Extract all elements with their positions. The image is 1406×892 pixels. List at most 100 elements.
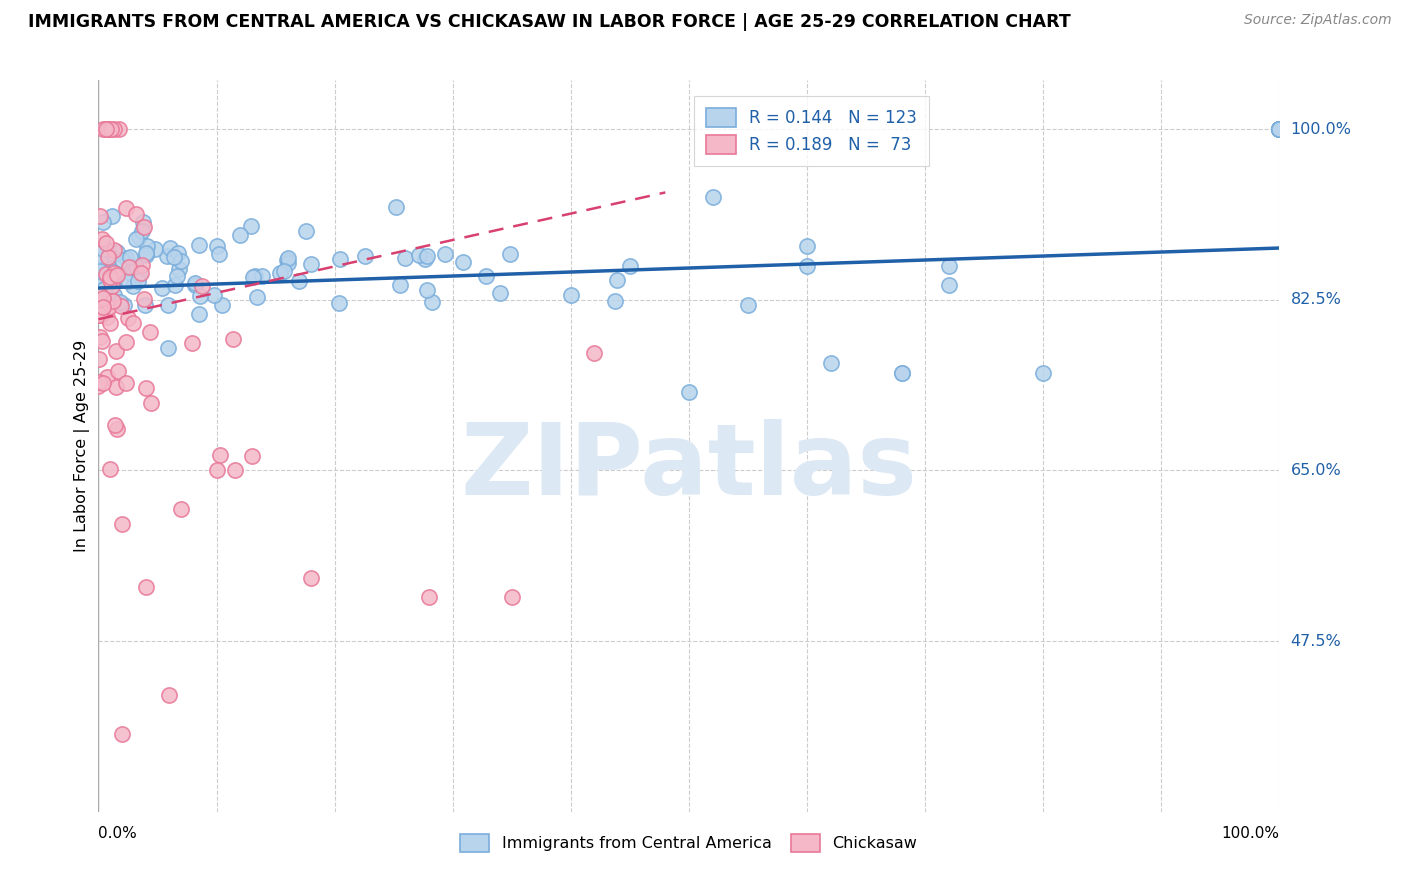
Point: [101, 265, 124, 279]
Point: [211, 297, 233, 311]
Point: [191, 279, 214, 293]
Point: [97, 256, 120, 270]
Point: [111, 516, 134, 531]
Point: [117, 274, 139, 288]
Point: [125, 232, 148, 246]
Point: [678, 385, 700, 400]
Point: [239, 219, 262, 233]
Point: [890, 366, 912, 380]
Point: [209, 449, 232, 463]
Point: [205, 238, 228, 252]
Point: [120, 266, 142, 280]
Point: [166, 269, 188, 284]
Point: [416, 283, 439, 297]
Point: [277, 251, 299, 265]
Point: [89, 209, 111, 223]
Point: [388, 278, 411, 293]
Point: [93, 282, 115, 296]
Point: [91, 292, 114, 306]
Point: [252, 268, 274, 283]
Point: [245, 268, 267, 283]
Point: [1268, 122, 1291, 136]
Point: [737, 297, 759, 311]
Point: [91, 232, 114, 246]
Point: [94, 236, 117, 251]
Text: ZIPatlas: ZIPatlas: [461, 419, 917, 516]
Point: [87, 379, 110, 393]
Legend: Immigrants from Central America, Chickasaw: Immigrants from Central America, Chickas…: [454, 828, 924, 859]
Point: [796, 239, 818, 253]
Point: [115, 334, 138, 349]
Point: [104, 344, 127, 359]
Point: [1268, 122, 1291, 136]
Point: [104, 273, 127, 287]
Point: [96, 310, 118, 324]
Point: [101, 294, 124, 309]
Point: [159, 241, 181, 255]
Point: [98, 292, 121, 306]
Text: 47.5%: 47.5%: [1291, 633, 1341, 648]
Point: [96, 277, 118, 291]
Point: [606, 273, 628, 287]
Point: [240, 449, 263, 463]
Point: [276, 252, 298, 267]
Point: [1268, 122, 1291, 136]
Point: [273, 264, 295, 278]
Point: [98, 247, 121, 261]
Point: [91, 334, 114, 348]
Point: [451, 255, 474, 269]
Point: [118, 260, 141, 275]
Point: [184, 276, 207, 290]
Point: [91, 122, 114, 136]
Point: [394, 251, 416, 265]
Point: [98, 316, 121, 330]
Point: [413, 252, 436, 267]
Point: [242, 269, 264, 284]
Point: [121, 278, 143, 293]
Point: [132, 292, 155, 306]
Point: [202, 288, 225, 302]
Point: [89, 278, 111, 293]
Point: [1268, 122, 1291, 136]
Point: [87, 279, 110, 293]
Text: Source: ZipAtlas.com: Source: ZipAtlas.com: [1244, 13, 1392, 28]
Point: [96, 263, 118, 277]
Point: [87, 375, 110, 389]
Point: [104, 246, 127, 260]
Point: [820, 356, 842, 370]
Point: [124, 207, 146, 221]
Point: [115, 376, 138, 391]
Point: [96, 369, 118, 384]
Point: [103, 122, 125, 136]
Point: [228, 227, 250, 242]
Point: [129, 266, 152, 280]
Point: [98, 276, 121, 290]
Point: [103, 265, 125, 279]
Point: [328, 296, 350, 310]
Point: [166, 246, 188, 260]
Point: [98, 270, 121, 285]
Point: [170, 253, 193, 268]
Point: [1268, 122, 1291, 136]
Point: [205, 463, 228, 477]
Point: [796, 259, 818, 273]
Point: [135, 239, 157, 253]
Point: [187, 307, 209, 321]
Point: [89, 308, 111, 322]
Point: [433, 246, 456, 260]
Point: [97, 243, 120, 257]
Point: [103, 288, 125, 302]
Point: [603, 294, 626, 309]
Point: [98, 462, 121, 476]
Point: [89, 330, 111, 344]
Point: [89, 247, 111, 261]
Point: [87, 301, 110, 316]
Point: [208, 246, 231, 260]
Point: [187, 238, 209, 252]
Point: [299, 571, 322, 585]
Point: [890, 366, 912, 380]
Point: [97, 122, 120, 136]
Point: [1268, 122, 1291, 136]
Point: [475, 269, 498, 284]
Point: [132, 219, 155, 234]
